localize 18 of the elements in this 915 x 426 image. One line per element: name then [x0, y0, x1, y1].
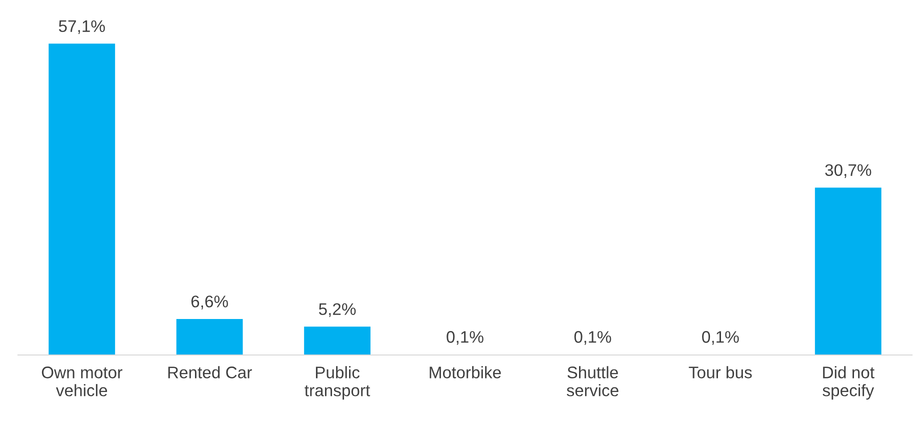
data-label: 0,1%	[574, 331, 612, 345]
data-label: 5,2%	[318, 303, 356, 317]
x-tick-label: Public transport	[304, 366, 370, 400]
data-label: 0,1%	[702, 331, 739, 345]
bar	[304, 326, 370, 355]
x-tick-label: Own motor vehicle	[42, 366, 122, 396]
x-tick-label: Tour bus	[688, 366, 752, 378]
data-label: 6,6%	[191, 296, 228, 310]
x-tick-label: Rented Car	[168, 366, 252, 378]
x-tick-label: Did not specify	[822, 366, 874, 400]
x-tick-label: Shuttle service	[566, 366, 618, 396]
data-label: 0,1%	[446, 331, 484, 345]
data-label: 57,1%	[58, 20, 105, 34]
x-tick-label: Motorbike	[430, 366, 501, 378]
bar	[176, 319, 243, 355]
bar	[814, 188, 882, 355]
data-label: 30,7%	[825, 164, 872, 178]
bar	[48, 44, 116, 355]
